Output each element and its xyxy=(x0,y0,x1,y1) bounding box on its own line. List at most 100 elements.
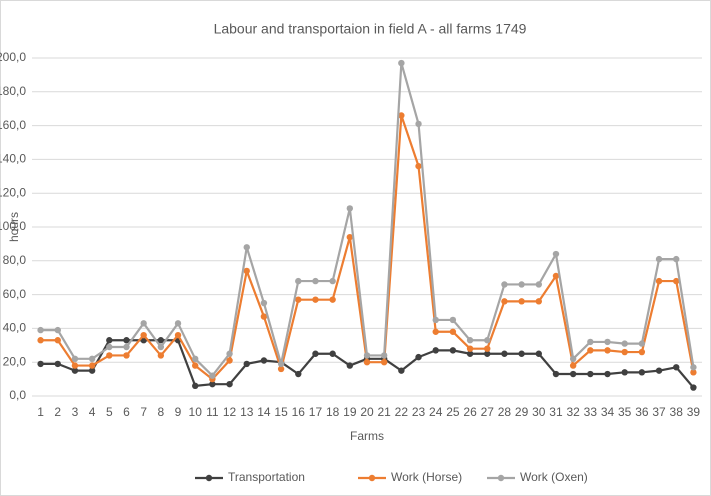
data-point xyxy=(501,298,508,305)
x-axis-label: Farms xyxy=(350,429,384,443)
data-point xyxy=(673,277,680,285)
data-point xyxy=(226,350,233,357)
data-point xyxy=(312,277,319,285)
data-point xyxy=(604,370,611,378)
x-tick-label: 5 xyxy=(106,405,113,419)
data-point xyxy=(449,328,457,335)
data-point xyxy=(638,348,646,356)
data-point xyxy=(466,345,474,352)
data-point xyxy=(106,343,113,351)
x-tick-label: 24 xyxy=(429,405,443,419)
legend-label: Transportation xyxy=(228,470,305,484)
data-point xyxy=(690,364,697,371)
data-point xyxy=(673,364,680,371)
data-point xyxy=(518,350,525,357)
data-point xyxy=(209,372,216,379)
legend-label: Work (Horse) xyxy=(391,470,462,484)
data-point xyxy=(88,367,96,374)
data-point xyxy=(501,350,508,357)
data-point xyxy=(569,370,577,378)
x-tick-label: 30 xyxy=(532,405,546,419)
data-point xyxy=(552,250,560,258)
data-point xyxy=(192,355,199,363)
x-tick-label: 4 xyxy=(89,405,96,419)
data-point xyxy=(192,362,199,369)
data-point xyxy=(192,382,199,390)
data-point xyxy=(243,267,250,275)
x-tick-label: 3 xyxy=(72,405,79,419)
x-tick-label: 14 xyxy=(257,405,271,419)
data-point xyxy=(638,340,646,347)
x-tick-label: 22 xyxy=(395,405,409,419)
data-point xyxy=(587,370,594,378)
data-point xyxy=(71,355,79,363)
data-point xyxy=(329,350,336,357)
data-point xyxy=(432,316,439,324)
data-point xyxy=(226,357,233,364)
data-point xyxy=(346,362,354,369)
data-point xyxy=(157,337,165,344)
data-point xyxy=(295,296,302,303)
legend-marker xyxy=(368,474,376,482)
data-point xyxy=(37,360,44,368)
legend-label: Work (Oxen) xyxy=(520,470,588,484)
x-tick-label: 38 xyxy=(670,405,684,419)
data-point xyxy=(37,326,44,334)
data-point xyxy=(243,360,250,368)
y-tick-label: 40,0 xyxy=(3,321,27,335)
x-tick-label: 16 xyxy=(292,405,306,419)
x-tick-label: 31 xyxy=(549,405,563,419)
data-point xyxy=(71,362,79,369)
data-point xyxy=(587,347,594,354)
x-tick-label: 1 xyxy=(37,405,44,419)
data-point xyxy=(415,353,422,361)
data-point xyxy=(157,352,165,359)
x-tick-label: 35 xyxy=(618,405,632,419)
y-tick-label: 140,0 xyxy=(0,152,26,166)
x-tick-label: 29 xyxy=(515,405,529,419)
y-tick-label: 20,0 xyxy=(3,354,27,368)
x-tick-label: 37 xyxy=(652,405,666,419)
x-tick-label: 28 xyxy=(498,405,512,419)
data-point xyxy=(690,384,697,391)
data-point xyxy=(71,367,79,374)
data-point xyxy=(363,359,371,366)
x-tick-label: 11 xyxy=(206,405,219,419)
x-tick-label: 12 xyxy=(223,405,237,419)
data-point xyxy=(621,369,628,376)
data-point xyxy=(398,367,405,374)
data-point xyxy=(398,59,405,67)
data-point xyxy=(638,369,646,376)
x-tick-label: 21 xyxy=(377,405,391,419)
data-point xyxy=(484,337,491,344)
data-point xyxy=(260,299,268,307)
x-tick-label: 27 xyxy=(481,405,495,419)
data-point xyxy=(466,337,474,344)
data-point xyxy=(312,296,319,303)
data-point xyxy=(432,347,439,354)
legend-marker xyxy=(497,474,505,482)
x-tick-label: 19 xyxy=(343,405,357,419)
data-point xyxy=(518,298,525,305)
data-point xyxy=(552,272,560,280)
data-point xyxy=(604,338,611,346)
chart-title: Labour and transportaion in field A - al… xyxy=(214,21,527,37)
data-point xyxy=(449,316,457,324)
x-tick-label: 18 xyxy=(326,405,340,419)
x-tick-label: 17 xyxy=(309,405,323,419)
data-point xyxy=(535,298,542,305)
data-point xyxy=(655,255,663,263)
data-point xyxy=(312,350,319,357)
data-point xyxy=(380,359,388,366)
data-point xyxy=(54,337,61,344)
data-point xyxy=(587,338,594,346)
data-point xyxy=(415,162,422,170)
data-point xyxy=(501,281,508,288)
y-tick-label: 60,0 xyxy=(3,287,27,301)
data-point xyxy=(174,331,182,339)
data-point xyxy=(174,320,182,327)
data-point xyxy=(277,360,285,368)
data-point xyxy=(123,343,130,351)
data-point xyxy=(209,380,216,388)
x-tick-label: 9 xyxy=(175,405,182,419)
